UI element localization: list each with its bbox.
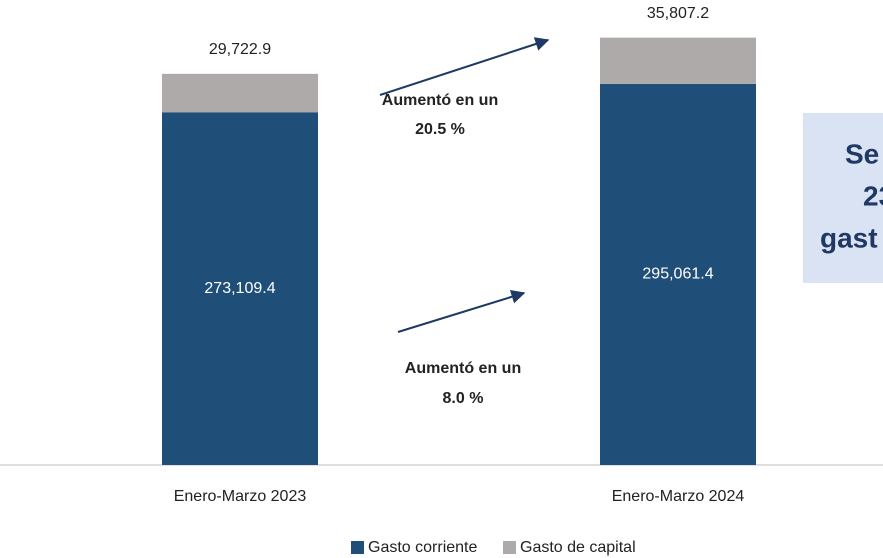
data-label: 29,722.9 [209,41,271,58]
x-tick-label: Enero-Marzo 2024 [612,488,745,505]
note-box [803,113,883,283]
legend-swatch [351,541,364,554]
bar-segment [162,112,318,465]
note-text: 23 [863,180,883,211]
annotation: 20.5 % [415,121,465,138]
data-label: 273,109.4 [204,280,275,297]
note-text: Se [845,138,879,169]
bar-segment [162,73,318,113]
bar-segment [600,83,756,465]
legend-label: Gasto de capital [520,539,636,556]
data-label: 35,807.2 [647,5,709,22]
annotation: Aumentó en un [382,92,498,109]
bar-segment [600,37,756,84]
data-label: 295,061.4 [642,266,713,283]
note-text: gast [820,222,878,253]
annotation: Aumentó en un [405,360,521,377]
arrow [397,290,526,333]
legend-swatch [503,541,516,554]
x-tick-label: Enero-Marzo 2023 [174,488,307,505]
legend-label: Gasto corriente [368,539,477,556]
arrow [379,37,550,96]
annotation: 8.0 % [443,390,484,407]
